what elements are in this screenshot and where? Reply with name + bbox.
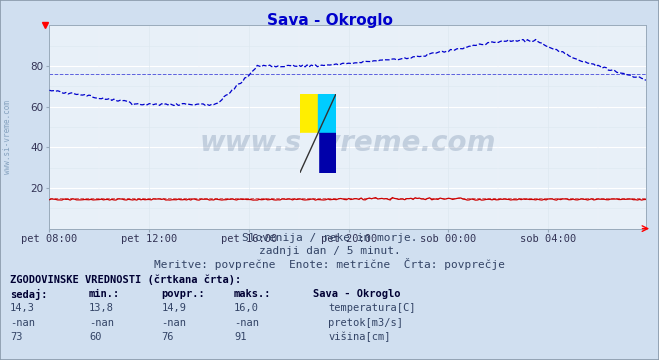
Text: Meritve: povprečne  Enote: metrične  Črta: povprečje: Meritve: povprečne Enote: metrične Črta:… bbox=[154, 258, 505, 270]
Text: maks.:: maks.: bbox=[234, 289, 272, 299]
Text: temperatura[C]: temperatura[C] bbox=[328, 303, 416, 313]
Bar bbox=[300, 133, 318, 173]
Text: 73: 73 bbox=[10, 332, 22, 342]
Text: 14,9: 14,9 bbox=[161, 303, 186, 313]
Text: 14,3: 14,3 bbox=[10, 303, 35, 313]
Text: 16,0: 16,0 bbox=[234, 303, 259, 313]
Text: -nan: -nan bbox=[10, 318, 35, 328]
Text: min.:: min.: bbox=[89, 289, 120, 299]
Text: 60: 60 bbox=[89, 332, 101, 342]
Text: pretok[m3/s]: pretok[m3/s] bbox=[328, 318, 403, 328]
Text: -nan: -nan bbox=[89, 318, 114, 328]
Text: Slovenija / reke in morje.: Slovenija / reke in morje. bbox=[242, 233, 417, 243]
Text: Sava - Okroglo: Sava - Okroglo bbox=[266, 13, 393, 28]
Text: -nan: -nan bbox=[234, 318, 259, 328]
Text: višina[cm]: višina[cm] bbox=[328, 332, 391, 342]
Bar bbox=[300, 94, 318, 133]
Text: 76: 76 bbox=[161, 332, 174, 342]
Text: ZGODOVINSKE VREDNOSTI (črtkana črta):: ZGODOVINSKE VREDNOSTI (črtkana črta): bbox=[10, 274, 241, 285]
Text: -nan: -nan bbox=[161, 318, 186, 328]
Text: 13,8: 13,8 bbox=[89, 303, 114, 313]
Text: 91: 91 bbox=[234, 332, 246, 342]
Text: Sava - Okroglo: Sava - Okroglo bbox=[313, 289, 401, 299]
Text: sedaj:: sedaj: bbox=[10, 289, 47, 300]
Text: zadnji dan / 5 minut.: zadnji dan / 5 minut. bbox=[258, 246, 401, 256]
Text: www.si-vreme.com: www.si-vreme.com bbox=[3, 100, 13, 174]
Bar bbox=[318, 133, 336, 173]
Bar bbox=[318, 94, 336, 133]
Text: www.si-vreme.com: www.si-vreme.com bbox=[200, 129, 496, 157]
Text: povpr.:: povpr.: bbox=[161, 289, 205, 299]
